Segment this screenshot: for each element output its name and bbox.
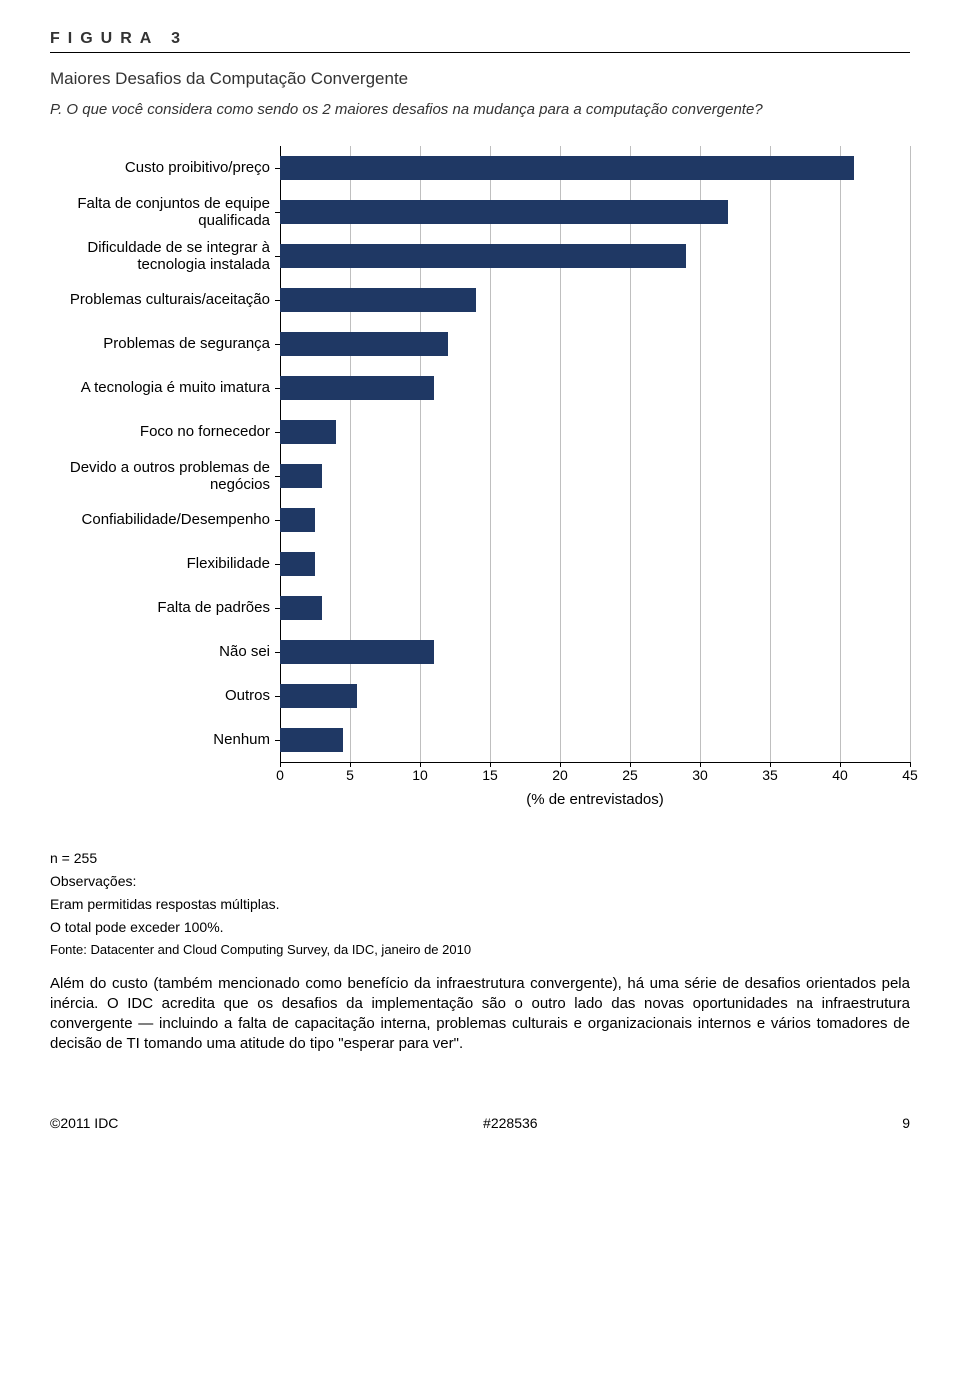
chart-row: Foco no fornecedor	[50, 410, 910, 454]
bar	[280, 376, 434, 400]
footer-left: ©2011 IDC	[50, 1115, 118, 1131]
x-axis-label: (% de entrevistados)	[280, 791, 910, 808]
bar	[280, 552, 315, 576]
chart-row: Problemas culturais/aceitação	[50, 278, 910, 322]
plot-cell	[280, 454, 910, 498]
plot-cell	[280, 586, 910, 630]
bar	[280, 244, 686, 268]
chart-row: Dificuldade de se integrar à tecnologia …	[50, 234, 910, 278]
chart-row: Problemas de segurança	[50, 322, 910, 366]
plot-cell	[280, 366, 910, 410]
bar	[280, 684, 357, 708]
category-label: A tecnologia é muito imatura	[50, 379, 280, 396]
question-text: P. O que você considera como sendo os 2 …	[50, 101, 910, 118]
footer-right: 9	[902, 1115, 910, 1131]
chart-row: Nenhum	[50, 718, 910, 762]
bar	[280, 728, 343, 752]
notes-block: n = 255 Observações: Eram permitidas res…	[50, 848, 910, 960]
category-label: Dificuldade de se integrar à tecnologia …	[50, 239, 280, 274]
category-label: Nenhum	[50, 731, 280, 748]
figure-title: Maiores Desafios da Computação Convergen…	[50, 69, 910, 89]
plot-cell	[280, 322, 910, 366]
note-obs2: O total pode exceder 100%.	[50, 917, 910, 938]
bar	[280, 420, 336, 444]
x-tick-label: 45	[902, 767, 918, 783]
category-label: Foco no fornecedor	[50, 423, 280, 440]
x-tick-label: 15	[482, 767, 498, 783]
note-source: Fonte: Datacenter and Cloud Computing Su…	[50, 940, 910, 960]
rule	[50, 52, 910, 53]
category-label: Não sei	[50, 643, 280, 660]
category-label: Flexibilidade	[50, 555, 280, 572]
bar	[280, 464, 322, 488]
chart-row: Falta de padrões	[50, 586, 910, 630]
bar	[280, 508, 315, 532]
plot-cell	[280, 498, 910, 542]
x-tick-label: 0	[276, 767, 284, 783]
plot-cell	[280, 190, 910, 234]
chart-row: Não sei	[50, 630, 910, 674]
note-obs-label: Observações:	[50, 871, 910, 892]
category-label: Devido a outros problemas de negócios	[50, 459, 280, 494]
x-tick-label: 30	[692, 767, 708, 783]
plot-cell	[280, 630, 910, 674]
x-tick-label: 25	[622, 767, 638, 783]
plot-cell	[280, 410, 910, 454]
bar	[280, 156, 854, 180]
category-label: Problemas de segurança	[50, 335, 280, 352]
note-n: n = 255	[50, 848, 910, 869]
x-tick-label: 10	[412, 767, 428, 783]
bar	[280, 332, 448, 356]
chart-row: Falta de conjuntos de equipe qualificada	[50, 190, 910, 234]
category-label: Problemas culturais/aceitação	[50, 291, 280, 308]
chart-row: A tecnologia é muito imatura	[50, 366, 910, 410]
bar	[280, 288, 476, 312]
bar	[280, 640, 434, 664]
category-label: Falta de padrões	[50, 599, 280, 616]
plot-cell	[280, 234, 910, 278]
plot-cell	[280, 718, 910, 762]
category-label: Outros	[50, 687, 280, 704]
bar	[280, 200, 728, 224]
plot-cell	[280, 278, 910, 322]
plot-cell	[280, 542, 910, 586]
bar-chart: Custo proibitivo/preço Falta de conjuntos…	[50, 146, 910, 808]
category-label: Custo proibitivo/preço	[50, 159, 280, 176]
bar	[280, 596, 322, 620]
chart-row: Outros	[50, 674, 910, 718]
category-label: Confiabilidade/Desempenho	[50, 511, 280, 528]
chart-row: Devido a outros problemas de negócios	[50, 454, 910, 498]
x-tick-label: 20	[552, 767, 568, 783]
chart-row: Confiabilidade/Desempenho	[50, 498, 910, 542]
x-tick-label: 35	[762, 767, 778, 783]
category-label: Falta de conjuntos de equipe qualificada	[50, 195, 280, 230]
body-paragraph: Além do custo (também mencionado como be…	[50, 974, 910, 1055]
footer-center: #228536	[483, 1115, 538, 1131]
x-tick-label: 40	[832, 767, 848, 783]
figure-label: FIGURA 3	[50, 30, 910, 48]
plot-cell	[280, 146, 910, 190]
note-obs1: Eram permitidas respostas múltiplas.	[50, 894, 910, 915]
plot-cell	[280, 674, 910, 718]
page-footer: ©2011 IDC #228536 9	[50, 1115, 910, 1131]
chart-row: Flexibilidade	[50, 542, 910, 586]
chart-row: Custo proibitivo/preço	[50, 146, 910, 190]
x-tick-label: 5	[346, 767, 354, 783]
